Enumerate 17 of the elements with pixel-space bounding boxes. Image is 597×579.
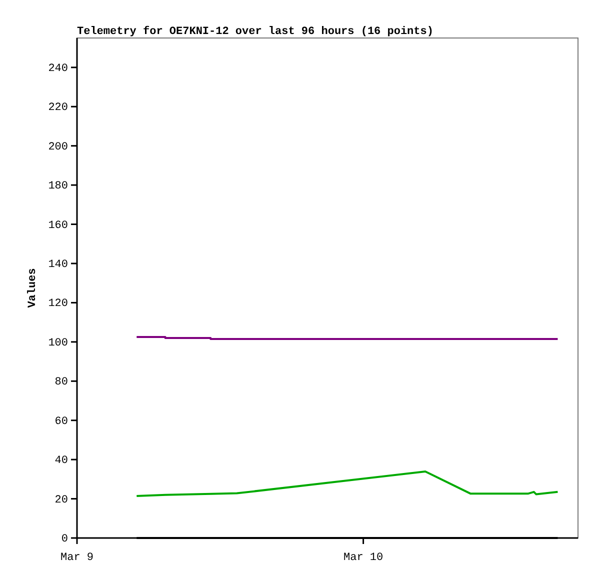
y-tick-label: 240: [48, 62, 68, 75]
y-tick-label: 20: [54, 494, 68, 506]
x-tick-label: Mar 10: [343, 552, 384, 564]
y-tick-label: 160: [48, 220, 68, 232]
y-tick-label: 220: [48, 102, 68, 114]
y-tick-label: 40: [54, 455, 68, 468]
y-tick-label: 140: [48, 259, 68, 272]
y-tick-label: 0: [61, 534, 68, 546]
y-tick-label: 180: [48, 180, 68, 193]
chart-title: Telemetry for OE7KNI-12 over last 96 hours (16 points): [77, 25, 434, 38]
y-tick-label: 100: [48, 337, 68, 350]
y-axis-title: Values: [27, 268, 39, 308]
y-tick-label: 60: [54, 416, 68, 428]
x-tick-label: Mar 9: [60, 552, 94, 564]
y-tick-label: 80: [54, 376, 68, 389]
y-tick-label: 200: [48, 141, 68, 154]
y-tick-label: 120: [48, 298, 68, 310]
